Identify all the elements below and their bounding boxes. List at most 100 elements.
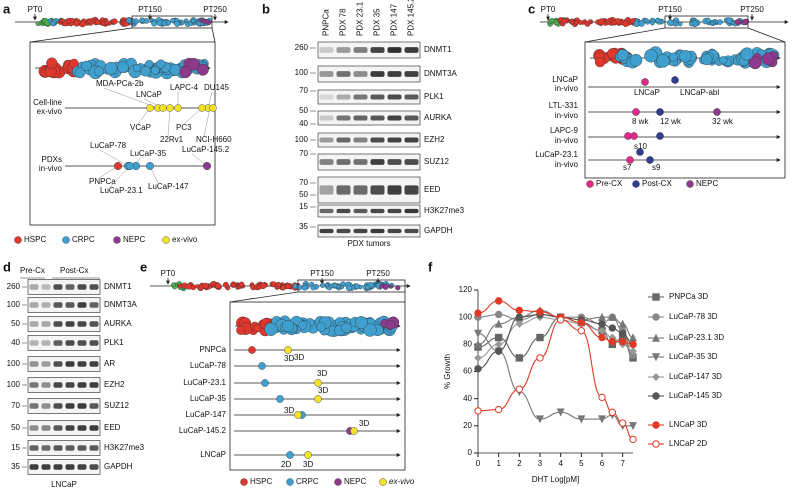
panel-label: a [3, 1, 11, 16]
tree-node [133, 63, 142, 73]
group-label: Pre-Cx [20, 266, 45, 275]
dot [248, 346, 256, 354]
tree-node [549, 17, 555, 24]
band [89, 284, 99, 290]
legend-label: ex-vivo [172, 235, 198, 244]
x-tick-label: 7 [620, 459, 625, 468]
tree-node [587, 19, 592, 24]
band [336, 71, 351, 77]
row-label: LuCaP-35 [190, 394, 227, 403]
band [65, 425, 75, 431]
band [53, 445, 63, 451]
tree-node [748, 56, 762, 70]
row-label: LNCaP [552, 75, 578, 84]
legend-label: LuCaP-145 3D [669, 391, 722, 400]
tree-node [196, 21, 202, 27]
detail-box [29, 41, 216, 226]
tree-node [187, 57, 201, 71]
legend-marker [652, 392, 660, 400]
mw-marker: 50 [11, 423, 20, 432]
tree-node [339, 285, 344, 290]
band [41, 302, 51, 308]
band [353, 94, 368, 100]
protein-label: SUZ12 [424, 157, 449, 166]
tree-node [296, 284, 303, 291]
legend-label: Pre-CX [596, 179, 623, 188]
dot [209, 104, 217, 112]
legend-marker [652, 440, 660, 448]
cell-line-label: 22Rv1 [160, 135, 184, 144]
pdx-label: LuCaP-78 [90, 141, 127, 150]
band [29, 284, 39, 290]
column-label: PDX 35 [373, 8, 382, 36]
panel-label: f [428, 259, 433, 274]
tree-node [104, 61, 118, 75]
band [370, 208, 385, 214]
band [41, 382, 51, 388]
mw-marker: 100 [7, 380, 21, 389]
x-tick-label: 0 [476, 459, 481, 468]
tree-node [689, 21, 694, 27]
row-label: LuCaP-23.1 [535, 150, 578, 159]
band [353, 47, 368, 53]
legend-dot [379, 478, 387, 486]
tree-node [171, 282, 176, 288]
band [370, 137, 385, 143]
x-tick-label: 1 [496, 459, 501, 468]
band [387, 159, 402, 165]
mw-marker: 100 [7, 300, 21, 309]
legend-dot [14, 236, 22, 244]
blot [27, 279, 101, 295]
band [387, 208, 402, 214]
tree-node [231, 283, 236, 288]
column-label: PDX 23.1 [356, 1, 365, 36]
dot [636, 148, 644, 156]
protein-label: GAPDH [104, 462, 133, 471]
row-label: in-vivo [555, 111, 579, 120]
protein-label: SUZ12 [104, 401, 129, 410]
dot [202, 161, 211, 170]
band [65, 284, 75, 290]
series-line [477, 300, 634, 345]
point [629, 347, 637, 356]
tree-node [275, 281, 282, 288]
point [536, 354, 544, 362]
band [29, 361, 39, 367]
dot [284, 346, 292, 354]
line [167, 107, 171, 137]
dot [671, 76, 679, 84]
band [319, 185, 334, 195]
tree-node [719, 56, 728, 65]
cell-line-label: LAPC-4 [170, 83, 199, 92]
column-label: PDX 78 [339, 8, 348, 36]
band [387, 94, 402, 100]
band [53, 403, 63, 409]
point [597, 415, 607, 424]
mw-marker: 40 [299, 119, 308, 128]
y-tick-label: 60 [463, 367, 472, 376]
band [41, 425, 51, 431]
band [77, 284, 87, 290]
legend-label: LuCaP-35 3D [669, 352, 718, 361]
point [474, 365, 482, 373]
protein-label: AURKA [424, 113, 452, 122]
dot [145, 161, 154, 170]
group-label: Post-Cx [60, 266, 88, 275]
protein-label: PLK1 [424, 92, 444, 101]
band [387, 47, 402, 53]
band [404, 137, 419, 143]
tree-node [103, 19, 110, 25]
tree-node [310, 285, 316, 291]
band [77, 382, 87, 388]
band [319, 71, 334, 77]
band [77, 425, 87, 431]
dot [276, 395, 284, 403]
band [53, 464, 63, 470]
tree-node [611, 19, 617, 26]
cell-line-label: NCI-H660 [196, 135, 232, 144]
point [577, 318, 586, 327]
row-label: LNCaP [200, 450, 226, 459]
dot [198, 104, 206, 112]
tree-node [236, 325, 246, 335]
legend-label: NEPC [344, 477, 366, 486]
